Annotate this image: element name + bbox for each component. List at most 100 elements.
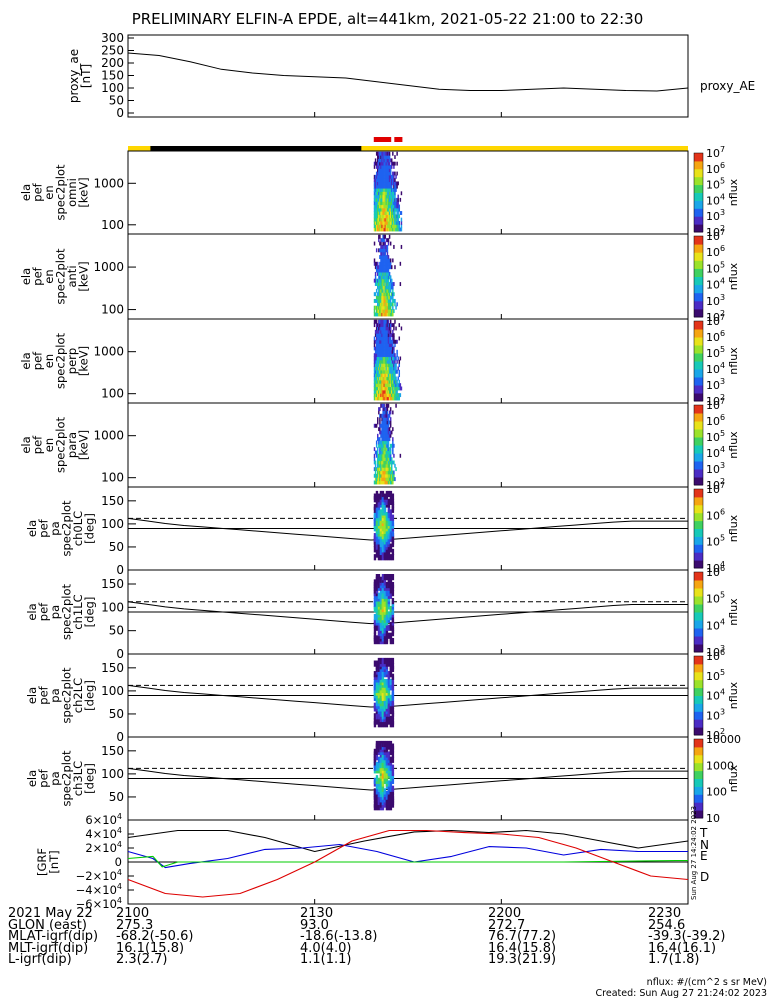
spectrogram-cell <box>389 326 392 331</box>
spectrogram-cell <box>398 396 401 401</box>
spectrogram-cell <box>382 383 384 388</box>
spectrogram-cell <box>389 366 392 371</box>
colorbar-segment <box>694 776 703 779</box>
spectrogram-cell <box>377 389 379 394</box>
spectrogram-cell <box>377 473 379 478</box>
colorbar-segment <box>694 768 703 772</box>
spectrogram-cell <box>386 265 389 270</box>
spectrogram-cell <box>379 477 381 482</box>
colorbar-segment <box>694 705 703 708</box>
spectrogram-cell <box>394 155 396 159</box>
spectrogram-cell <box>383 689 387 696</box>
spectrogram-cell <box>379 780 383 787</box>
spectrogram-cell <box>382 220 384 225</box>
spectrogram-cell <box>378 191 380 196</box>
spectrogram-cell <box>387 168 390 173</box>
spectrogram-cell <box>386 450 389 455</box>
spectrogram-cell <box>389 312 392 317</box>
colorbar-segment <box>694 800 703 803</box>
footer-value: 16.1(15.8) <box>116 940 185 956</box>
spectrogram-cell <box>383 678 387 686</box>
spectrogram-cell <box>378 268 380 273</box>
spectrogram-cell <box>383 657 387 665</box>
spectrogram-cell <box>392 285 394 290</box>
spectrogram-cell <box>381 265 383 270</box>
spectrogram-cell <box>383 430 385 435</box>
spectrogram-cell <box>384 278 387 283</box>
spectrogram-cell <box>389 184 392 189</box>
colorbar-segment <box>694 606 703 609</box>
spectrogram-cell <box>384 356 387 361</box>
spectrogram-cell <box>393 282 395 287</box>
spectrogram-cell <box>387 211 390 215</box>
spectrogram-cell <box>394 204 396 209</box>
spectrogram-cell <box>381 363 383 368</box>
spectrogram-cell <box>388 285 391 290</box>
spectrogram-cell <box>384 473 387 478</box>
spectrogram-cell <box>385 427 388 432</box>
spectrogram-cell <box>389 349 392 354</box>
colorbar-segment <box>694 739 703 742</box>
spectrogram-cell <box>385 356 388 361</box>
colorbar-segment <box>694 427 703 430</box>
spectrogram-cell <box>384 323 387 328</box>
spectrogram-cell <box>379 608 383 615</box>
spectrogram-cell <box>387 460 390 465</box>
colorbar-tick-label: 10000 <box>706 733 741 746</box>
colorbar-segment <box>694 634 703 637</box>
spectrogram-cell <box>374 184 377 189</box>
spectrogram-cell <box>389 450 392 455</box>
spectrogram-cell <box>385 174 388 179</box>
y-axis-label: [keV] <box>77 261 91 291</box>
spectrogram-cell <box>375 624 379 631</box>
spectrogram-cell <box>384 268 387 273</box>
spectrogram-cell <box>386 359 389 364</box>
spectrogram-cell <box>377 329 379 334</box>
spectrogram-cell <box>377 349 379 354</box>
spectrogram-cell <box>377 437 379 442</box>
spectrogram-cell <box>379 346 381 351</box>
spectrogram-cell <box>384 447 387 452</box>
y-tick-label: 1000 <box>93 260 124 274</box>
colorbar-segment <box>694 673 703 677</box>
spectrogram-cell <box>382 480 384 485</box>
spectrogram-cell <box>386 278 389 283</box>
spectrogram-cell <box>386 298 389 303</box>
spectrogram-cell <box>389 214 392 219</box>
spectrogram-cell <box>396 227 398 232</box>
colorbar-segment <box>694 794 703 797</box>
spectrogram-cell <box>381 369 383 374</box>
spectrogram-cell <box>387 440 390 445</box>
spectrogram-cell <box>382 333 384 338</box>
spectrogram-cell <box>381 197 383 202</box>
footer-value: -39.3(-39.2) <box>648 929 726 944</box>
spectrogram-cell <box>380 275 382 280</box>
spectrogram-cell <box>387 590 391 597</box>
spectrogram-cell <box>375 349 378 354</box>
spectrogram-cell <box>382 234 384 239</box>
spectrogram-cell <box>385 319 388 324</box>
spectrogram-cell <box>385 336 388 341</box>
spectrogram-cell <box>373 366 376 371</box>
spectrogram-cell <box>385 261 388 266</box>
spectrogram-cell <box>388 349 391 354</box>
spectrogram-cell <box>374 460 377 465</box>
y-tick-label: 50 <box>109 707 124 721</box>
y-axis-label: pef <box>37 685 51 704</box>
spectrogram-cell <box>373 460 376 465</box>
colorbar-tick-label: 107 <box>706 397 725 412</box>
spectrogram-cell <box>385 457 388 462</box>
colorbar-segment <box>694 572 703 575</box>
spectrogram-cell <box>391 590 395 597</box>
spectrogram-cell <box>394 363 396 368</box>
spectrogram-cell <box>383 197 385 202</box>
spectrogram-cell <box>374 204 377 209</box>
y-axis-label: spec2plot <box>54 332 68 389</box>
spectrogram-cell <box>374 463 377 468</box>
spectrogram-cell <box>379 396 381 401</box>
spectrogram-cell <box>379 413 381 418</box>
spectrogram-cell <box>387 197 390 202</box>
spectrogram-cell <box>373 389 376 394</box>
spectrogram-cell <box>381 470 383 475</box>
spectrogram-cell <box>383 453 385 458</box>
